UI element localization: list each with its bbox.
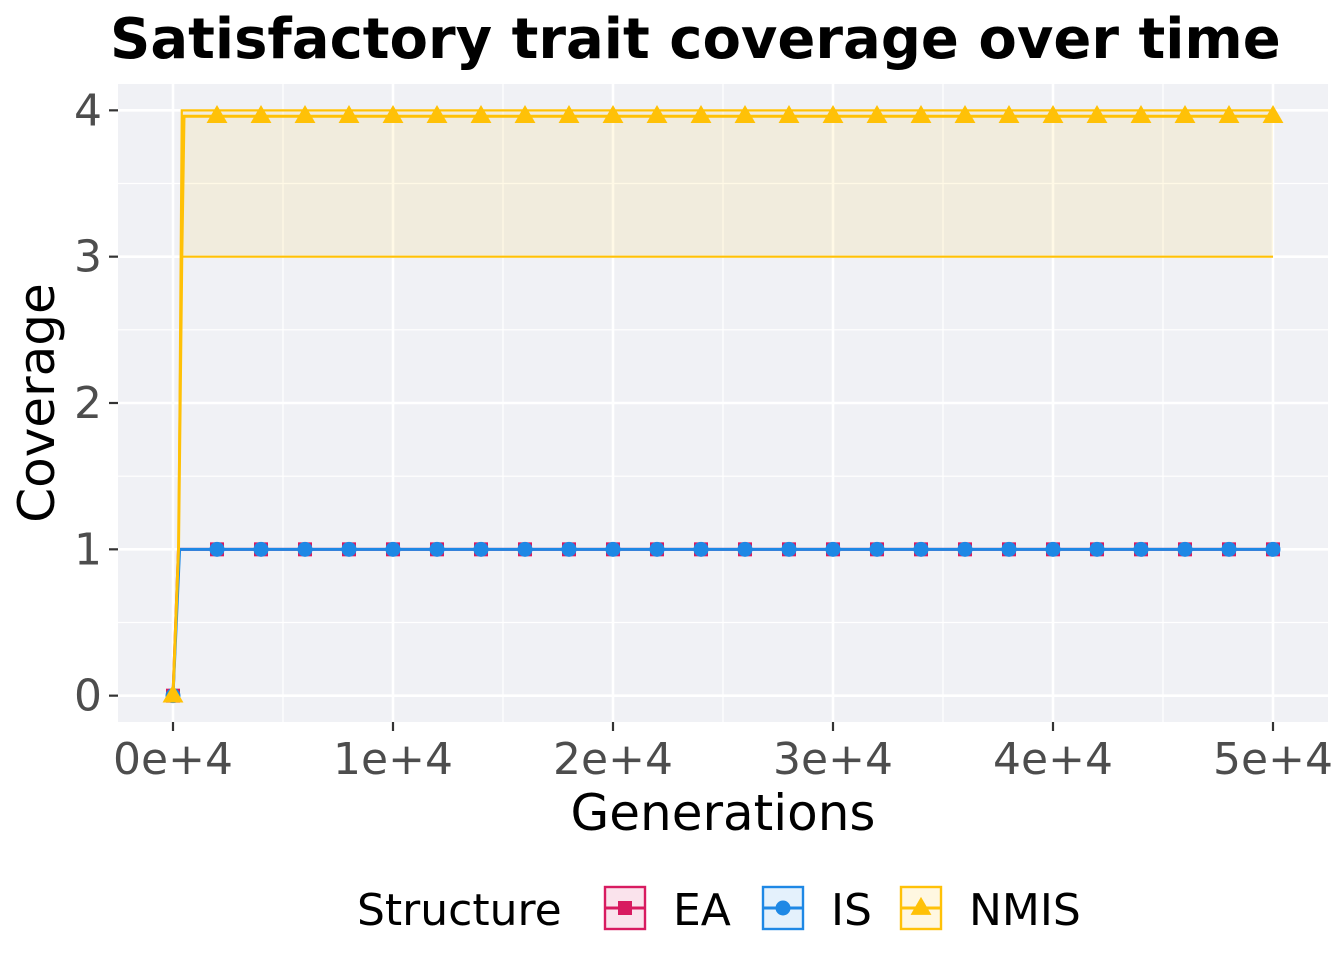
point-is [781, 541, 797, 557]
series-markers [162, 105, 1284, 704]
y-tick-label: 2 [74, 378, 102, 429]
point-is [649, 541, 665, 557]
line-nmis [171, 114, 1273, 696]
point-nmis [1130, 105, 1152, 124]
legend-key-marker-is [775, 900, 791, 916]
point-is [1177, 541, 1193, 557]
point-is [209, 541, 225, 557]
legend-item-nmis: NMIS [899, 885, 1081, 936]
point-is [341, 541, 357, 557]
point-is [429, 541, 445, 557]
point-nmis [1086, 105, 1108, 124]
y-tick-label: 3 [74, 232, 102, 283]
point-nmis [338, 105, 360, 124]
legend-label-is: IS [831, 885, 872, 936]
point-is [1265, 541, 1281, 557]
legend: Structure EA IS NMIS [357, 885, 1081, 936]
point-nmis [1218, 105, 1240, 124]
x-tick-label: 2e+4 [553, 734, 673, 785]
point-nmis [250, 105, 272, 124]
point-is [253, 541, 269, 557]
point-is [737, 541, 753, 557]
point-is [1001, 541, 1017, 557]
point-nmis [602, 105, 624, 124]
point-is [473, 541, 489, 557]
x-tick-label: 3e+4 [773, 734, 893, 785]
y-tick-label: 0 [74, 671, 102, 722]
point-is [561, 541, 577, 557]
x-tick-label: 0e+4 [113, 734, 233, 785]
point-nmis [734, 105, 756, 124]
point-nmis [646, 105, 668, 124]
point-nmis [1262, 105, 1284, 124]
y-tick-label: 1 [74, 524, 102, 575]
point-is [957, 541, 973, 557]
legend-title: Structure [357, 885, 562, 936]
y-tick-label: 4 [74, 85, 102, 136]
point-nmis [382, 105, 404, 124]
point-nmis [470, 105, 492, 124]
point-nmis [426, 105, 448, 124]
x-axis-title: Generations [571, 784, 876, 842]
point-nmis [1174, 105, 1196, 124]
y-axis-ticks: 0 1 2 3 4 [74, 85, 118, 722]
legend-key-marker-nmis [910, 896, 932, 915]
point-is [297, 541, 313, 557]
legend-item-ea: EA [603, 885, 731, 936]
point-is [1133, 541, 1149, 557]
point-nmis [910, 105, 932, 124]
x-axis-ticks: 0e+4 1e+4 2e+4 3e+4 4e+4 5e+4 [113, 722, 1333, 785]
series-lines [171, 114, 1273, 696]
point-is [825, 541, 841, 557]
point-is [693, 541, 709, 557]
point-nmis [778, 105, 800, 124]
point-is [869, 541, 885, 557]
legend-key-marker-ea [618, 901, 632, 915]
point-nmis [866, 105, 888, 124]
y-axis-title: Coverage [8, 283, 66, 523]
point-nmis [690, 105, 712, 124]
point-is [605, 541, 621, 557]
x-tick-label: 5e+4 [1213, 734, 1333, 785]
legend-label-nmis: NMIS [969, 885, 1081, 936]
point-nmis [294, 105, 316, 124]
point-nmis [998, 105, 1020, 124]
point-nmis [206, 105, 228, 124]
x-tick-label: 4e+4 [993, 734, 1113, 785]
legend-item-is: IS [761, 885, 872, 936]
point-nmis [514, 105, 536, 124]
point-nmis [162, 684, 184, 703]
point-nmis [1042, 105, 1064, 124]
point-is [1089, 541, 1105, 557]
point-is [913, 541, 929, 557]
point-is [517, 541, 533, 557]
point-nmis [558, 105, 580, 124]
x-tick-label: 1e+4 [333, 734, 453, 785]
point-nmis [954, 105, 976, 124]
point-is [1221, 541, 1237, 557]
point-is [385, 541, 401, 557]
chart-title: Satisfactory trait coverage over time [110, 7, 1281, 72]
point-is [1045, 541, 1061, 557]
point-nmis [822, 105, 844, 124]
legend-label-ea: EA [673, 885, 731, 936]
